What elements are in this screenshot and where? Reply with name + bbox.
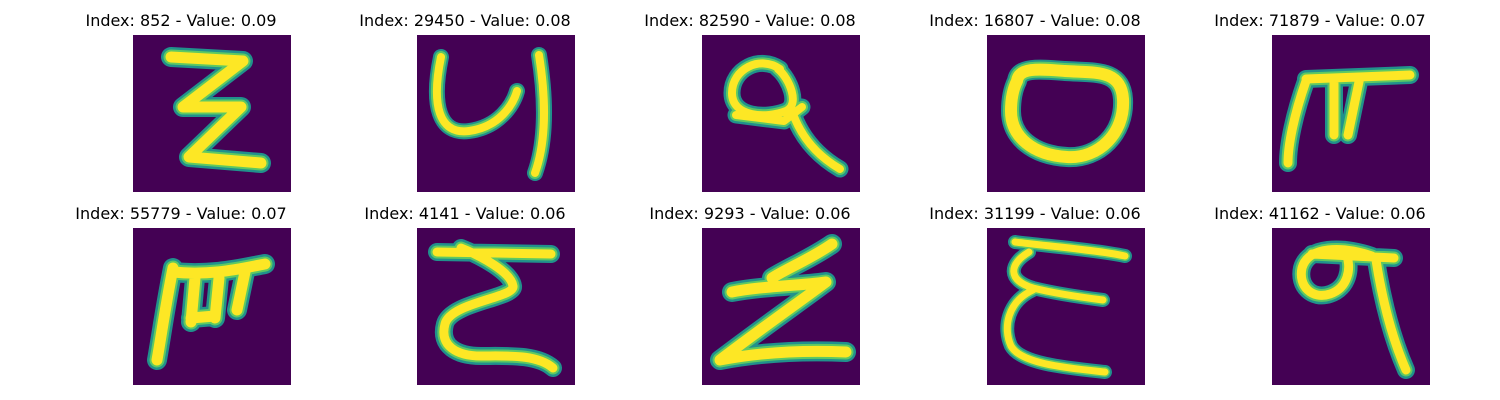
character-image — [987, 35, 1145, 192]
panel-title: Index: 82590 - Value: 0.08 — [644, 11, 856, 30]
character-image — [1272, 35, 1430, 192]
handwritten-glyph — [428, 47, 552, 181]
handwritten-glyph — [1000, 235, 1132, 379]
handwritten-glyph — [1001, 59, 1134, 168]
character-image — [702, 228, 860, 385]
character-image — [702, 35, 860, 192]
grid-panel-1: Index: 852 - Value: 0.09 — [31, 0, 331, 192]
handwritten-glyph — [428, 239, 562, 377]
grid-panel-6: Index: 55779 - Value: 0.07 — [31, 193, 331, 385]
handwritten-glyph — [1279, 66, 1419, 172]
handwritten-glyph — [147, 254, 275, 370]
panel-title: Index: 16807 - Value: 0.08 — [929, 11, 1141, 30]
grid-panel-9: Index: 31199 - Value: 0.06 — [885, 193, 1185, 385]
grid-panel-2: Index: 29450 - Value: 0.08 — [315, 0, 615, 192]
character-image — [133, 35, 291, 192]
character-image — [1272, 228, 1430, 385]
panel-title: Index: 41162 - Value: 0.06 — [1214, 204, 1426, 223]
panel-title: Index: 31199 - Value: 0.06 — [929, 204, 1141, 223]
character-image — [417, 35, 575, 192]
grid-panel-3: Index: 82590 - Value: 0.08 — [600, 0, 900, 192]
character-image — [133, 228, 291, 385]
handwritten-glyph — [1292, 240, 1415, 379]
panel-title: Index: 29450 - Value: 0.08 — [359, 11, 571, 30]
handwritten-glyph — [723, 55, 849, 178]
panel-title: Index: 9293 - Value: 0.06 — [649, 204, 851, 223]
handwritten-glyph — [710, 234, 856, 370]
character-image — [417, 228, 575, 385]
grid-panel-4: Index: 16807 - Value: 0.08 — [885, 0, 1185, 192]
grid-panel-7: Index: 4141 - Value: 0.06 — [315, 193, 615, 385]
grid-panel-8: Index: 9293 - Value: 0.06 — [600, 193, 900, 385]
panel-title: Index: 852 - Value: 0.09 — [85, 11, 277, 30]
handwritten-glyph — [161, 47, 271, 173]
panel-title: Index: 55779 - Value: 0.07 — [75, 204, 287, 223]
grid-panel-10: Index: 41162 - Value: 0.06 — [1170, 193, 1470, 385]
panel-title: Index: 71879 - Value: 0.07 — [1214, 11, 1426, 30]
panel-title: Index: 4141 - Value: 0.06 — [364, 204, 566, 223]
grid-panel-5: Index: 71879 - Value: 0.07 — [1170, 0, 1470, 192]
character-image — [987, 228, 1145, 385]
